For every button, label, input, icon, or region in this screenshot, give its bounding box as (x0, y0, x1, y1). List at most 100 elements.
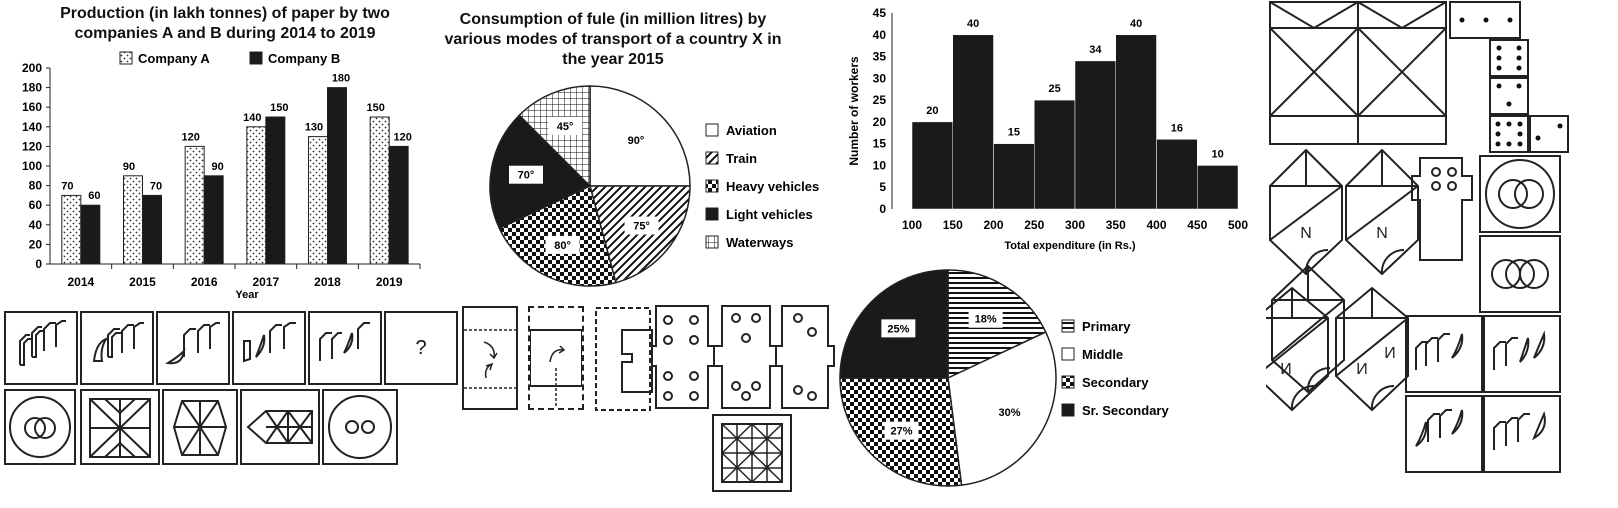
data-label: 180 (332, 73, 350, 85)
slice-label-bg (545, 235, 580, 254)
slice-label-bg (968, 309, 1003, 328)
bracket-shapes-icon (319, 322, 370, 361)
legend-label: Company B (268, 51, 340, 66)
puzzle-figures-panel: N N И И И (1266, 1, 1569, 473)
bar (246, 126, 267, 265)
slice-label: 90° (628, 135, 645, 147)
y-tick-label: 120 (22, 139, 42, 153)
x-tick-label: 150 (943, 218, 963, 232)
slice-label-bg (881, 319, 916, 338)
x-tick-label: 200 (983, 218, 1003, 232)
x-axis-label: Year (235, 289, 259, 301)
data-label: 130 (305, 122, 323, 134)
y-tick-label: 25 (873, 93, 887, 107)
slice-label-bg (624, 216, 659, 235)
legend-label: Waterways (726, 235, 793, 250)
legend-label: Heavy vehicles (726, 179, 819, 194)
x-tick-label: 500 (1228, 218, 1248, 232)
data-label: 25 (1049, 83, 1061, 95)
bar (80, 204, 101, 265)
slice-label-bg (548, 116, 583, 135)
education-pie-chart: 18% 30% 27% 25% Primary Middle Secondary Sr. Se… (839, 269, 1169, 487)
y-tick-label: 80 (29, 179, 43, 193)
data-label: 120 (393, 131, 411, 143)
y-tick-label: 10 (873, 158, 887, 172)
data-label: 120 (181, 131, 199, 143)
figure-hexagon (162, 389, 238, 465)
data-label: 34 (1089, 44, 1102, 56)
figure-two-circles (322, 389, 398, 465)
production-bar-chart: Company A Company B 0 20 40 60 80 100 120 140 160 1… (22, 51, 421, 301)
legend-swatch (119, 51, 133, 65)
two-circles-icon (328, 395, 392, 459)
legend-swatch (705, 207, 719, 221)
histogram-bar (1115, 34, 1157, 210)
paper-fold-3 (595, 307, 653, 411)
figure-grid-triangles (80, 389, 160, 465)
legend-swatch (705, 151, 719, 165)
y-tick-label: 140 (22, 120, 42, 134)
pie-chart-title: Consumption of fule (in million litres) … (444, 11, 782, 68)
problem-figure-3 (156, 311, 230, 385)
data-label: 10 (1212, 148, 1224, 160)
histogram-bar (1074, 60, 1116, 210)
y-tick-label: 40 (873, 28, 887, 42)
envelope-letter-1: N (1300, 225, 1312, 242)
y-tick-label: 0 (879, 202, 886, 216)
problem-figure-question: ? (384, 311, 458, 385)
histogram-bar (911, 121, 953, 210)
x-tick-label: 2014 (67, 275, 94, 289)
slice-label-bg (618, 131, 653, 150)
bar (203, 175, 224, 265)
y-tick-label: 5 (879, 180, 886, 194)
figure-arrow-shape (240, 389, 320, 465)
overlap-circles-icon (9, 396, 71, 458)
data-label: 16 (1171, 122, 1183, 134)
bar (184, 145, 205, 265)
slice-label-bg (992, 402, 1027, 421)
x-tick-label: 2019 (376, 275, 403, 289)
bar (123, 175, 143, 265)
figure-grid-lattice (712, 414, 792, 492)
figure-circles-overlap (4, 389, 76, 465)
legend-swatch (1061, 347, 1075, 361)
slice-label: 80° (554, 240, 571, 252)
legend-swatch (705, 179, 719, 193)
folded-paper-icon (529, 329, 583, 408)
pie-slice (518, 85, 591, 188)
slice-label: 30% (999, 407, 1021, 419)
question-mark: ? (415, 336, 427, 359)
y-tick-label: 35 (873, 50, 887, 64)
fuel-pie-chart: 90° 75° 80° 70° 45° Aviation Train Heavy vehicl… (489, 85, 819, 287)
arrow-grid-icon (246, 410, 313, 444)
folded-paper-icon (464, 329, 516, 389)
legend-label: Sr. Secondary (1082, 403, 1169, 418)
data-label: 60 (88, 190, 100, 202)
data-label: 140 (243, 112, 261, 124)
legend-label: Train (726, 151, 757, 166)
bracket-shapes-icon (243, 322, 296, 363)
y-tick-label: 45 (873, 6, 887, 20)
x-tick-label: 2017 (252, 275, 279, 289)
legend-label: Company A (138, 51, 210, 66)
bar-chart-title: Production (in lakh tonnes) of paper by … (60, 5, 390, 42)
envelope-letter-2: N (1376, 225, 1388, 242)
slice-label: 70° (518, 170, 535, 182)
x-tick-label: 450 (1187, 218, 1207, 232)
legend-swatch (1061, 375, 1075, 389)
problem-figure-5 (308, 311, 382, 385)
paper-fold-1 (462, 306, 518, 410)
data-label: 90 (123, 161, 135, 173)
bar (327, 87, 347, 265)
legend-label: Aviation (726, 123, 777, 138)
bracket-shapes-icon (19, 320, 66, 366)
bracket-shapes-icon (92, 322, 144, 362)
punched-sheets (652, 305, 835, 409)
lattice-icon (720, 422, 784, 484)
legend-label: Middle (1082, 347, 1123, 362)
envelope-letter-5: И (1384, 345, 1396, 362)
problem-figure-2 (80, 311, 154, 385)
bar (265, 116, 286, 265)
histogram-bar (1034, 99, 1076, 210)
bar (308, 136, 328, 265)
